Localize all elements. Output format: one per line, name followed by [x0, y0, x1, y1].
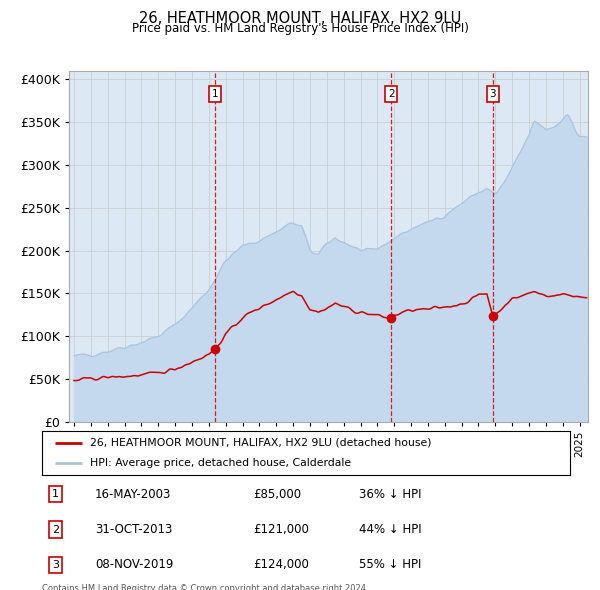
Text: 26, HEATHMOOR MOUNT, HALIFAX, HX2 9LU (detached house): 26, HEATHMOOR MOUNT, HALIFAX, HX2 9LU (d… — [89, 438, 431, 448]
Text: 31-OCT-2013: 31-OCT-2013 — [95, 523, 172, 536]
Text: 1: 1 — [212, 89, 218, 99]
Text: 55% ↓ HPI: 55% ↓ HPI — [359, 558, 421, 572]
Text: £85,000: £85,000 — [253, 487, 301, 501]
Text: 3: 3 — [52, 560, 59, 570]
Text: 44% ↓ HPI: 44% ↓ HPI — [359, 523, 421, 536]
Text: 16-MAY-2003: 16-MAY-2003 — [95, 487, 171, 501]
Text: £124,000: £124,000 — [253, 558, 309, 572]
Text: HPI: Average price, detached house, Calderdale: HPI: Average price, detached house, Cald… — [89, 458, 350, 468]
Text: Contains HM Land Registry data © Crown copyright and database right 2024.: Contains HM Land Registry data © Crown c… — [42, 584, 368, 590]
Text: 2: 2 — [388, 89, 395, 99]
Text: £121,000: £121,000 — [253, 523, 309, 536]
Text: 08-NOV-2019: 08-NOV-2019 — [95, 558, 173, 572]
Text: 1: 1 — [52, 489, 59, 499]
Text: 26, HEATHMOOR MOUNT, HALIFAX, HX2 9LU: 26, HEATHMOOR MOUNT, HALIFAX, HX2 9LU — [139, 11, 461, 25]
Text: Price paid vs. HM Land Registry's House Price Index (HPI): Price paid vs. HM Land Registry's House … — [131, 22, 469, 35]
Text: 3: 3 — [490, 89, 496, 99]
Text: 2: 2 — [52, 525, 59, 535]
Text: 36% ↓ HPI: 36% ↓ HPI — [359, 487, 421, 501]
